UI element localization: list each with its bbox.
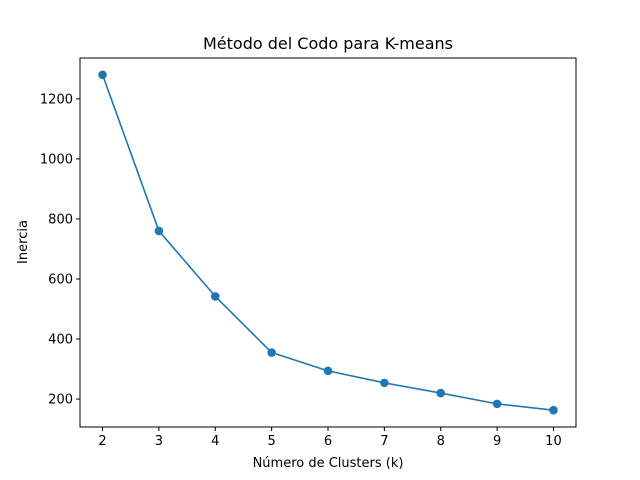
- data-point: [436, 388, 446, 398]
- x-tick-label: 4: [211, 434, 219, 449]
- chart-title: Método del Codo para K-means: [203, 34, 453, 53]
- y-tick-label: 600: [48, 272, 73, 287]
- y-tick-label: 400: [48, 333, 73, 348]
- y-tick-label: 800: [48, 212, 73, 227]
- y-tick-label: 1200: [40, 92, 73, 107]
- x-tick-label: 10: [545, 434, 562, 449]
- x-tick-label: 6: [324, 434, 332, 449]
- y-axis: 200 400 600 800 1000 1200: [40, 92, 80, 408]
- plot-area: [98, 70, 558, 415]
- x-axis: 2 3 4 5 6 7 8 9 10: [98, 427, 562, 449]
- x-tick-label: 9: [493, 434, 501, 449]
- x-axis-label: Número de Clusters (k): [253, 456, 404, 471]
- data-point: [98, 70, 107, 80]
- data-point: [549, 405, 558, 415]
- data-point: [267, 348, 276, 357]
- y-tick-label: 200: [48, 393, 73, 408]
- x-tick-label: 2: [98, 434, 106, 449]
- x-tick-label: 3: [155, 434, 163, 449]
- y-axis-label: Inercia: [16, 220, 31, 264]
- data-point: [323, 366, 333, 376]
- data-point: [154, 226, 164, 236]
- data-point: [380, 378, 389, 388]
- plot-frame: [79, 57, 577, 428]
- data-point: [210, 292, 220, 301]
- y-tick-label: 1000: [40, 152, 73, 167]
- x-tick-label: 5: [267, 434, 275, 449]
- x-tick-label: 8: [437, 434, 445, 449]
- x-tick-label: 7: [380, 434, 388, 449]
- data-point: [492, 399, 502, 409]
